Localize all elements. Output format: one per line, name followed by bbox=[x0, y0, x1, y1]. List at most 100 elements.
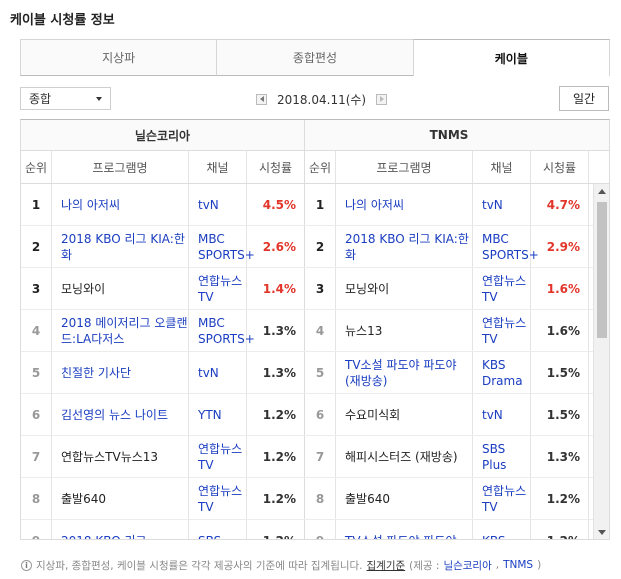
chevron-down-icon bbox=[96, 96, 102, 101]
channel-link-text[interactable]: 연합뉴스TV bbox=[198, 441, 243, 472]
program-link[interactable]: 모닝와이 bbox=[52, 268, 189, 309]
program-link[interactable]: 출발640 bbox=[52, 478, 189, 519]
channel-link[interactable]: tvN bbox=[189, 352, 247, 393]
table-row: 1 나의 아저씨 tvN 4.5% 1 나의 아저씨 tvN 4.7% bbox=[21, 184, 609, 226]
program-link-text[interactable]: 모닝와이 bbox=[61, 281, 106, 296]
program-link-text[interactable]: 출발640 bbox=[345, 491, 390, 506]
channel-link-text[interactable]: tvN bbox=[482, 407, 503, 422]
channel-link[interactable]: 연합뉴스TV bbox=[473, 310, 531, 351]
program-link[interactable]: TV소설 파도야 파도야(재방송) bbox=[336, 352, 473, 393]
channel-link-text[interactable]: KBS Drama bbox=[482, 357, 523, 388]
rating-cell: 1.5% bbox=[531, 394, 589, 435]
program-link-text[interactable]: 출발640 bbox=[61, 491, 106, 506]
program-link[interactable]: 2018 메이저리그 오클랜드:LA다저스 bbox=[52, 310, 189, 351]
program-link[interactable]: 모닝와이 bbox=[336, 268, 473, 309]
tab-terrestrial[interactable]: 지상파 bbox=[20, 39, 217, 76]
channel-link-text[interactable]: tvN bbox=[198, 197, 219, 212]
program-link-text[interactable]: 해피시스터즈 (재방송) bbox=[345, 449, 458, 464]
channel-link[interactable]: YTN bbox=[189, 394, 247, 435]
program-link-text[interactable]: 2018 KBO 리그 KIA:한화 bbox=[345, 231, 469, 262]
provider-nielsen-link[interactable]: 닐슨코리아 bbox=[443, 559, 492, 572]
channel-link-text[interactable]: 연합뉴스TV bbox=[482, 273, 527, 304]
program-link[interactable]: 나의 아저씨 bbox=[52, 184, 189, 225]
channel-link[interactable]: MBC SPORTS+ bbox=[189, 310, 255, 351]
program-link[interactable]: 연합뉴스TV뉴스13 bbox=[52, 436, 189, 477]
program-link-text[interactable]: 수요미식회 bbox=[345, 407, 401, 422]
channel-link[interactable]: 연합뉴스TV bbox=[189, 478, 247, 519]
rating-cell-text: 1.3% bbox=[546, 449, 580, 464]
rating-cell: 1.2% bbox=[531, 520, 589, 539]
next-date-button[interactable] bbox=[376, 93, 388, 105]
channel-link-text[interactable]: tvN bbox=[198, 365, 219, 380]
channel-link[interactable]: SBS Plus bbox=[473, 436, 531, 477]
rating-cell-text: 1.4% bbox=[262, 281, 296, 296]
tab-cable[interactable]: 케이블 bbox=[412, 39, 610, 76]
rating-cell: 2.6% bbox=[247, 226, 305, 267]
channel-link[interactable]: tvN bbox=[189, 184, 247, 225]
program-link-text[interactable]: TV소설 파도야 파도야(재방송) bbox=[345, 357, 457, 388]
channel-link-text[interactable]: YTN bbox=[198, 407, 222, 422]
channel-link[interactable]: 연합뉴스TV bbox=[473, 268, 531, 309]
channel-link[interactable]: KBS bbox=[473, 520, 531, 539]
program-link[interactable]: 해피시스터즈 (재방송) bbox=[336, 436, 473, 477]
program-link-text[interactable]: 연합뉴스TV뉴스13 bbox=[61, 449, 159, 464]
program-link[interactable]: 수요미식회 bbox=[336, 394, 473, 435]
channel-link-text[interactable]: MBC SPORTS+ bbox=[198, 315, 255, 346]
table-row: 5 친절한 기사단 tvN 1.3% 5 TV소설 파도야 파도야(재방송) KBS Dra… bbox=[21, 352, 609, 394]
tab-general[interactable]: 종합편성 bbox=[216, 39, 413, 76]
program-link-text[interactable]: 2018 KBO 리그 KIA:한화 bbox=[61, 231, 185, 262]
channel-link[interactable]: KBS Drama bbox=[473, 352, 531, 393]
program-link-text[interactable]: 친절한 기사단 bbox=[61, 365, 132, 380]
program-link[interactable]: 2018 KBO 리그 KIA:한화 bbox=[52, 226, 189, 267]
program-link-text[interactable]: 뉴스13 bbox=[345, 323, 383, 338]
program-link[interactable]: 2018 KBO 리그 KIA:한화 bbox=[336, 226, 473, 267]
program-link-text[interactable]: 김선영의 뉴스 나이트 bbox=[61, 407, 168, 422]
rating-cell-text: 1.2% bbox=[546, 491, 580, 506]
prev-date-button[interactable] bbox=[256, 93, 267, 105]
channel-link[interactable]: 연합뉴스TV bbox=[189, 268, 247, 309]
program-link[interactable]: 2018 KBO 리그 bbox=[52, 520, 189, 539]
program-link[interactable]: 김선영의 뉴스 나이트 bbox=[52, 394, 189, 435]
channel-link-text[interactable]: 연합뉴스TV bbox=[482, 483, 527, 514]
channel-link-text[interactable]: MBC SPORTS+ bbox=[482, 231, 539, 262]
channel-link-text[interactable]: tvN bbox=[482, 197, 503, 212]
program-link-text[interactable]: 2018 메이저리그 오클랜드:LA다저스 bbox=[61, 315, 188, 346]
channel-link[interactable]: tvN bbox=[473, 184, 531, 225]
channel-link-text[interactable]: 연합뉴스TV bbox=[198, 273, 243, 304]
program-link[interactable]: 출발640 bbox=[336, 478, 473, 519]
program-link[interactable]: 뉴스13 bbox=[336, 310, 473, 351]
scrollbar[interactable] bbox=[593, 184, 609, 539]
program-link-text[interactable]: 나의 아저씨 bbox=[345, 197, 405, 212]
period-button[interactable]: 일간 bbox=[559, 86, 609, 111]
provider-tnms-link[interactable]: TNMS bbox=[503, 559, 534, 571]
channel-link[interactable]: 연합뉴스TV bbox=[189, 436, 247, 477]
channel-link[interactable]: 연합뉴스TV bbox=[473, 478, 531, 519]
program-link[interactable]: 친절한 기사단 bbox=[52, 352, 189, 393]
program-link[interactable]: TV소설 파도야 파도야 bbox=[336, 520, 473, 539]
channel-link-text[interactable]: 연합뉴스TV bbox=[198, 483, 243, 514]
channel-link-text[interactable]: SBS Plus bbox=[482, 441, 507, 472]
rank-cell-text: 6 bbox=[31, 407, 41, 422]
rank-cell: 9 bbox=[305, 520, 336, 539]
program-link[interactable]: 나의 아저씨 bbox=[336, 184, 473, 225]
criteria-link[interactable]: 집계기준 bbox=[366, 559, 406, 572]
program-link-text[interactable]: TV소설 파도야 파도야 bbox=[345, 533, 457, 540]
rating-cell: 1.2% bbox=[531, 478, 589, 519]
rank-cell-text: 7 bbox=[31, 449, 41, 464]
scroll-up-icon[interactable] bbox=[598, 189, 606, 194]
channel-link[interactable]: MBC SPORTS+ bbox=[473, 226, 539, 267]
program-link-text[interactable]: 모닝와이 bbox=[345, 281, 390, 296]
channel-link-text[interactable]: 연합뉴스TV bbox=[482, 315, 527, 346]
channel-link[interactable]: SBS bbox=[189, 520, 247, 539]
channel-link-text[interactable]: KBS bbox=[482, 533, 506, 540]
table-row: 7 연합뉴스TV뉴스13 연합뉴스TV 1.2% 7 해피시스터즈 (재방송) SBS Pl… bbox=[21, 436, 609, 478]
program-link-text[interactable]: 나의 아저씨 bbox=[61, 197, 121, 212]
channel-link[interactable]: tvN bbox=[473, 394, 531, 435]
scroll-down-icon[interactable] bbox=[598, 530, 606, 535]
channel-link[interactable]: MBC SPORTS+ bbox=[189, 226, 255, 267]
channel-link-text[interactable]: SBS bbox=[198, 533, 221, 540]
program-link-text[interactable]: 2018 KBO 리그 bbox=[61, 533, 147, 540]
channel-link-text[interactable]: MBC SPORTS+ bbox=[198, 231, 255, 262]
scrollbar-thumb[interactable] bbox=[597, 202, 607, 338]
category-select[interactable]: 종합 bbox=[20, 87, 111, 110]
